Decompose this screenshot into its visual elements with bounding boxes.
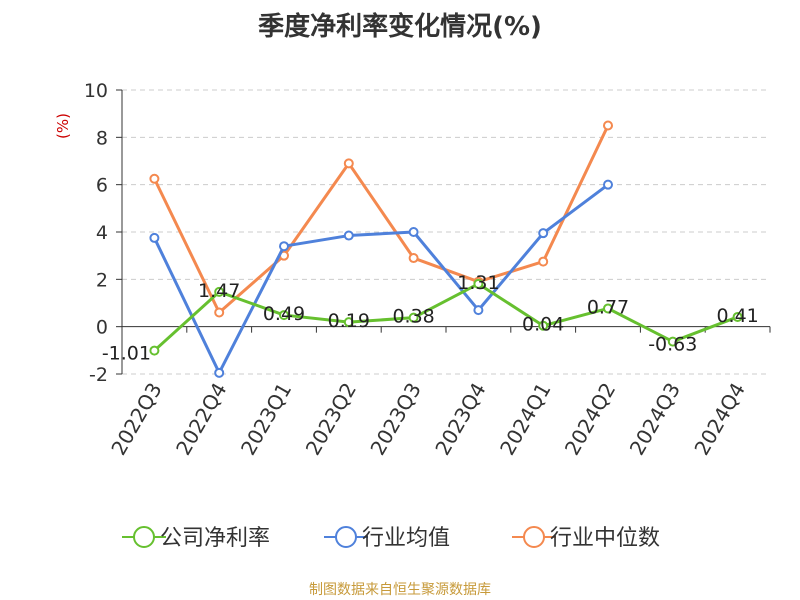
data-label: 0.41 — [716, 305, 758, 327]
data-point — [408, 312, 419, 323]
legend-label: 行业中位数 — [550, 526, 660, 551]
x-tick-label: 2024Q1 — [495, 379, 555, 460]
data-point — [149, 345, 160, 356]
y-tick-label: 0 — [96, 317, 108, 339]
data-point — [603, 120, 613, 131]
data-label: 1.31 — [457, 272, 499, 294]
y-tick-label: 2 — [96, 269, 108, 291]
y-tick-label: 4 — [96, 222, 108, 244]
legend-marker — [523, 526, 545, 548]
x-tick-label: 2023Q3 — [365, 379, 425, 460]
y-tick-label: 10 — [84, 80, 108, 102]
series-line — [153, 124, 610, 314]
data-label: 0.19 — [328, 310, 370, 332]
data-point — [473, 278, 484, 289]
series-line — [153, 183, 609, 375]
x-tick-label: 2023Q4 — [430, 379, 490, 460]
data-point — [214, 307, 225, 318]
legend-marker — [133, 526, 155, 548]
series-line — [153, 282, 739, 352]
legend-label: 行业均值 — [362, 526, 450, 551]
data-point — [343, 158, 354, 169]
data-label: -1.01 — [102, 343, 151, 365]
data-point — [149, 232, 160, 243]
data-point — [343, 317, 354, 328]
data-point — [538, 320, 549, 331]
x-tick-label: 2022Q3 — [106, 379, 166, 460]
x-tick-label: 2022Q4 — [171, 379, 231, 460]
data-point — [149, 173, 160, 184]
x-tick-label: 2024Q4 — [689, 379, 749, 460]
data-label: 0.77 — [587, 296, 629, 318]
data-point — [603, 179, 613, 190]
y-axis-label: (%) — [54, 113, 72, 139]
data-point — [603, 303, 613, 314]
data-point — [343, 230, 354, 241]
data-label: 0.38 — [392, 306, 434, 328]
source-note: 制图数据来自恒生聚源数据库 — [309, 582, 491, 598]
series-lines — [149, 120, 743, 378]
x-tick-label: 2024Q3 — [625, 379, 685, 460]
y-tick-label: 8 — [96, 127, 108, 149]
y-tick-label: 6 — [96, 175, 108, 197]
data-point — [538, 228, 549, 239]
data-point — [279, 310, 289, 321]
data-label: -0.63 — [648, 334, 697, 356]
data-point — [214, 367, 225, 378]
x-tick-label: 2023Q2 — [301, 379, 361, 460]
data-point — [408, 227, 419, 237]
data-label: 1.47 — [198, 280, 240, 302]
y-tick-label: -2 — [89, 364, 108, 386]
x-tick-label: 2023Q1 — [236, 379, 296, 460]
legend: 公司净利率 行业均值 行业中位数 — [122, 526, 660, 551]
data-point — [538, 256, 549, 267]
legend-label: 公司净利率 — [160, 526, 270, 551]
data-labels: -1.01 1.47 0.49 0.19 0.38 1.31 0.04 0.77 -0.63 0.… — [102, 272, 759, 365]
data-point — [667, 336, 678, 347]
data-point — [279, 241, 289, 252]
data-point — [408, 253, 419, 264]
chart-title: 季度净利率变化情况(%) — [258, 12, 542, 42]
data-point — [214, 286, 225, 297]
data-point — [732, 311, 743, 322]
x-tick-label: 2024Q2 — [560, 379, 620, 460]
data-label: 0.04 — [522, 314, 564, 336]
data-point — [473, 305, 484, 316]
data-label: 0.49 — [263, 303, 305, 325]
grid-lines — [122, 89, 770, 375]
legend-marker — [335, 526, 357, 548]
